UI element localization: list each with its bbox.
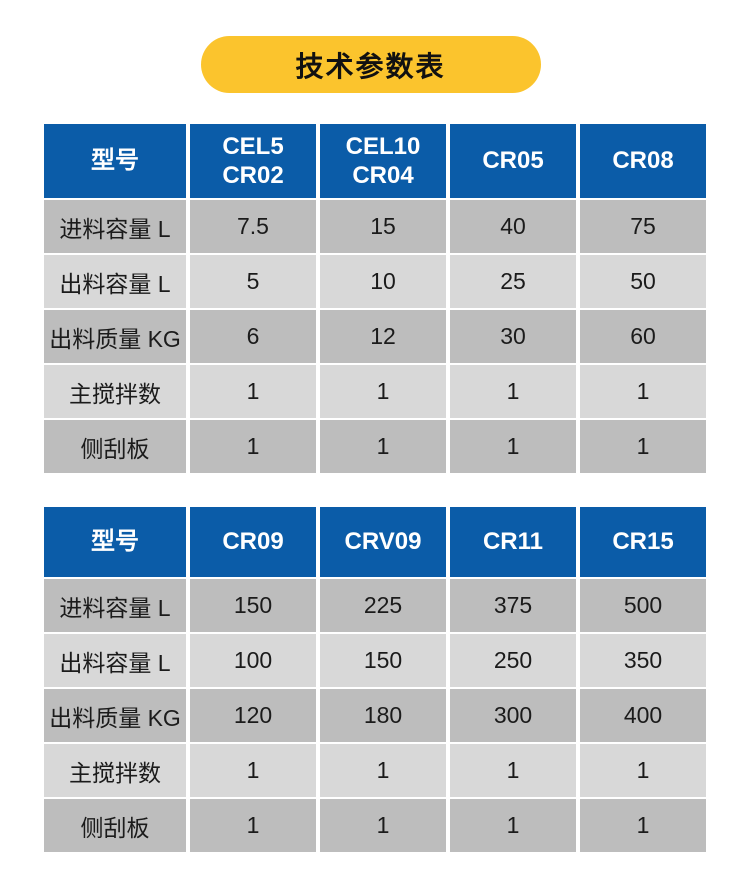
model-name-header: CR05 (450, 124, 576, 198)
row-label: 出料容量 L (44, 634, 186, 687)
row-label: 出料质量 KG (44, 689, 186, 742)
value-cell: 75 (580, 200, 706, 253)
spec-table-2: 型号 CR09 CRV09 CR11 CR15 进料容量 L 150 225 375 500 出料容… (40, 505, 710, 854)
value-cell: 1 (320, 420, 446, 473)
table-row: 侧刮板 1 1 1 1 (44, 799, 706, 852)
value-cell: 375 (450, 579, 576, 632)
value-cell: 10 (320, 255, 446, 308)
table-row: 侧刮板 1 1 1 1 (44, 420, 706, 473)
value-cell: 1 (450, 365, 576, 418)
model-label-header: 型号 (44, 507, 186, 577)
value-cell: 1 (450, 799, 576, 852)
value-cell: 400 (580, 689, 706, 742)
model-name-header: CEL10 CR04 (320, 124, 446, 198)
value-cell: 350 (580, 634, 706, 687)
value-cell: 1 (320, 799, 446, 852)
value-cell: 7.5 (190, 200, 316, 253)
value-cell: 50 (580, 255, 706, 308)
value-cell: 180 (320, 689, 446, 742)
value-cell: 1 (450, 420, 576, 473)
spec-table-1: 型号 CEL5 CR02 CEL10 CR04 CR05 CR08 进料容量 L 7.5 15 40… (40, 122, 710, 475)
table-row: 出料容量 L 5 10 25 50 (44, 255, 706, 308)
value-cell: 40 (450, 200, 576, 253)
value-cell: 25 (450, 255, 576, 308)
table-row: 出料质量 KG 6 12 30 60 (44, 310, 706, 363)
row-label: 侧刮板 (44, 420, 186, 473)
model-name-header: CR09 (190, 507, 316, 577)
row-label: 进料容量 L (44, 200, 186, 253)
model-name-header: CRV09 (320, 507, 446, 577)
value-cell: 300 (450, 689, 576, 742)
table-row: 主搅拌数 1 1 1 1 (44, 365, 706, 418)
model-name-header: CR08 (580, 124, 706, 198)
table-row: 进料容量 L 7.5 15 40 75 (44, 200, 706, 253)
value-cell: 6 (190, 310, 316, 363)
value-cell: 1 (190, 744, 316, 797)
value-cell: 500 (580, 579, 706, 632)
value-cell: 225 (320, 579, 446, 632)
value-cell: 250 (450, 634, 576, 687)
row-label: 侧刮板 (44, 799, 186, 852)
title-badge: 技术参数表 (200, 36, 541, 93)
table-row: 出料质量 KG 120 180 300 400 (44, 689, 706, 742)
row-label: 主搅拌数 (44, 744, 186, 797)
page-title: 技术参数表 (295, 50, 446, 82)
value-cell: 5 (190, 255, 316, 308)
model-name-header: CR11 (450, 507, 576, 577)
value-cell: 15 (320, 200, 446, 253)
value-cell: 100 (190, 634, 316, 687)
value-cell: 150 (320, 634, 446, 687)
row-label: 出料容量 L (44, 255, 186, 308)
value-cell: 1 (190, 799, 316, 852)
spec-tables-container: 型号 CEL5 CR02 CEL10 CR04 CR05 CR08 进料容量 L 7.5 15 40… (0, 122, 741, 854)
header-row: 型号 CEL5 CR02 CEL10 CR04 CR05 CR08 (44, 124, 706, 198)
row-label: 主搅拌数 (44, 365, 186, 418)
value-cell: 1 (190, 420, 316, 473)
row-label: 出料质量 KG (44, 310, 186, 363)
model-name-header: CR15 (580, 507, 706, 577)
value-cell: 1 (320, 744, 446, 797)
value-cell: 1 (580, 365, 706, 418)
value-cell: 30 (450, 310, 576, 363)
value-cell: 150 (190, 579, 316, 632)
header-row: 型号 CR09 CRV09 CR11 CR15 (44, 507, 706, 577)
table-row: 进料容量 L 150 225 375 500 (44, 579, 706, 632)
row-label: 进料容量 L (44, 579, 186, 632)
value-cell: 1 (580, 744, 706, 797)
value-cell: 1 (320, 365, 446, 418)
value-cell: 60 (580, 310, 706, 363)
value-cell: 1 (190, 365, 316, 418)
model-label-header: 型号 (44, 124, 186, 198)
value-cell: 1 (450, 744, 576, 797)
model-name-header: CEL5 CR02 (190, 124, 316, 198)
value-cell: 120 (190, 689, 316, 742)
value-cell: 1 (580, 420, 706, 473)
value-cell: 12 (320, 310, 446, 363)
value-cell: 1 (580, 799, 706, 852)
table-row: 出料容量 L 100 150 250 350 (44, 634, 706, 687)
table-row: 主搅拌数 1 1 1 1 (44, 744, 706, 797)
